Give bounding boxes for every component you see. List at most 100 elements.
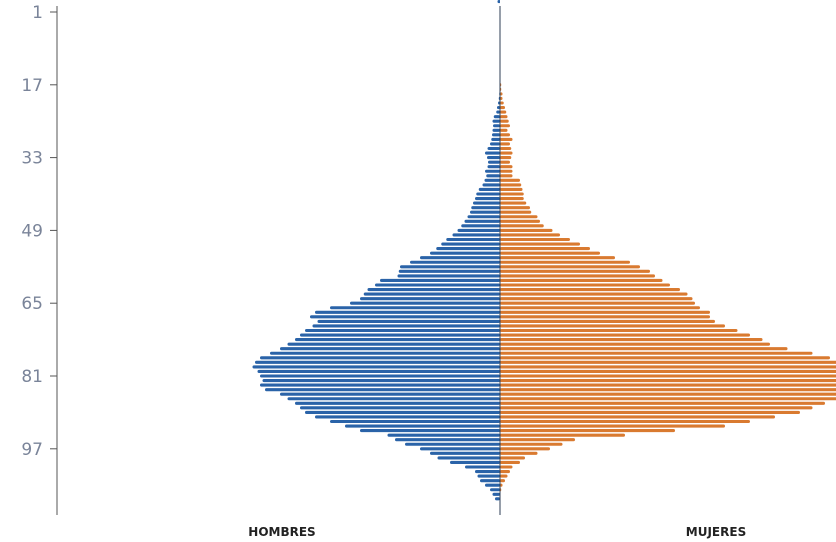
mujeres-bar-age-22 [500,106,505,110]
mujeres-bar-age-98 [500,451,538,455]
mujeres-bar-age-90 [500,415,775,419]
hombres-bar-age-84 [265,388,500,392]
mujeres-bar-age-38 [500,178,520,182]
mujeres-bar-age-103 [500,474,508,478]
mujeres-bar-age-50 [500,233,560,237]
mujeres-bar-age-39 [500,183,522,187]
mujeres-bar-age-31 [500,146,512,151]
y-tick-label-49: 49 [21,221,43,241]
mujeres-bar-age-29 [500,137,513,141]
hombres-bar-age-59 [397,274,500,278]
hombres-bar-age-74 [287,342,500,346]
hombres-bar-age-73 [295,338,500,342]
mujeres-bar-age-36 [500,169,513,173]
hombres-bar-age-38 [484,178,500,182]
mujeres-bar-age-68 [500,315,710,319]
mujeres-bar-age-25 [500,119,509,123]
hombres-bar-age-91 [330,419,500,424]
mujeres-bar-age-60 [500,278,663,282]
hombres-bar-age-41 [476,192,500,196]
mujeres-bar-age-87 [500,401,825,405]
hombres-bar-age-52 [441,242,500,246]
mujeres-label: MUJERES [686,525,746,539]
y-tick-label-81: 81 [21,367,43,387]
mujeres-bar-age-74 [500,342,770,346]
mujeres-bar-age-88 [500,406,813,410]
hombres-bar-age-58 [398,269,500,273]
mujeres-bar-age-80 [500,369,836,373]
hombres-bar-age-96 [405,442,500,446]
mujeres-bar-age-86 [500,397,836,401]
mujeres-bar-age-19 [500,92,503,96]
hombres-bar-age-106 [490,488,500,492]
hombres-bar-age-75 [280,347,500,351]
hombres-bar-age-83 [260,383,500,387]
hombres-bar-age-76 [270,351,500,355]
mujeres-bar-age-32 [500,151,513,155]
mujeres-bar-age-61 [500,283,670,287]
mujeres-bar-age-69 [500,319,715,323]
hombres-bar-age-57 [400,265,500,269]
mujeres-bar-age-26 [500,124,510,128]
hombres-bar-age-79 [252,365,500,369]
hombres-bar-age-24 [493,115,500,119]
mujeres-bar-age-92 [500,424,725,428]
mujeres-bar-age-54 [500,251,600,255]
hombres-bar-age-69 [317,319,500,323]
hombres-bar-age-37 [486,174,500,178]
hombres-bars [252,0,500,501]
mujeres-bar-age-56 [500,260,630,264]
mujeres-bar-age-35 [500,165,513,169]
mujeres-bar-age-41 [500,192,524,196]
hombres-bar-age-89 [305,410,500,414]
hombres-bar-age-85 [280,392,500,396]
mujeres-bar-age-75 [500,347,788,351]
hombres-bar-age-53 [436,247,500,251]
hombres-bar-age-71 [305,328,500,333]
mujeres-bar-age-83 [500,383,836,387]
mujeres-bar-age-96 [500,442,563,446]
mujeres-bar-age-52 [500,242,580,246]
hombres-bar-age-42 [475,197,500,201]
hombres-bar-age-102 [475,470,500,474]
hombres-bar-age-44 [471,206,500,210]
hombres-bar-age-100 [450,460,500,464]
mujeres-bar-age-48 [500,224,544,228]
mujeres-bar-age-70 [500,324,725,328]
mujeres-bar-age-55 [500,256,615,260]
hombres-bar-age-64 [360,297,500,301]
hombres-bar-age-104 [480,479,500,483]
hombres-bar-age-97 [420,447,500,451]
mujeres-bar-age-53 [500,247,590,251]
hombres-bar-age-98 [430,451,500,455]
mujeres-bar-age-100 [500,460,520,464]
mujeres-bar-age-44 [500,206,530,210]
hombres-bar-age-34 [488,160,500,164]
mujeres-bar-age-63 [500,292,688,296]
hombres-bar-age-46 [467,215,500,219]
hombres-bar-age-55 [420,256,500,260]
hombres-bar-age-65 [350,301,500,305]
hombres-bar-age-82 [262,379,500,383]
hombres-bar-age-61 [375,283,500,287]
mujeres-bar-age-101 [500,465,513,469]
mujeres-bar-age-59 [500,274,655,278]
mujeres-bar-age-24 [500,115,508,119]
hombres-bar-age-33 [487,156,500,160]
mujeres-bar-age-73 [500,338,763,342]
mujeres-bar-age-42 [500,197,524,201]
hombres-bar-age-48 [461,224,500,228]
hombres-bar-age-60 [380,278,500,282]
hombres-bar-age-94 [387,433,500,437]
mujeres-bar-age-57 [500,265,640,269]
mujeres-bar-age-27 [500,128,508,132]
y-tick-label-97: 97 [21,440,43,460]
mujeres-bar-age-71 [500,328,738,333]
mujeres-bar-age-95 [500,438,575,442]
mujeres-bar-age-43 [500,201,527,205]
hombres-bar-age-72 [300,333,500,337]
mujeres-bar-age-79 [500,365,836,369]
mujeres-bar-age-93 [500,429,675,433]
hombres-bar-age-26 [493,124,500,128]
